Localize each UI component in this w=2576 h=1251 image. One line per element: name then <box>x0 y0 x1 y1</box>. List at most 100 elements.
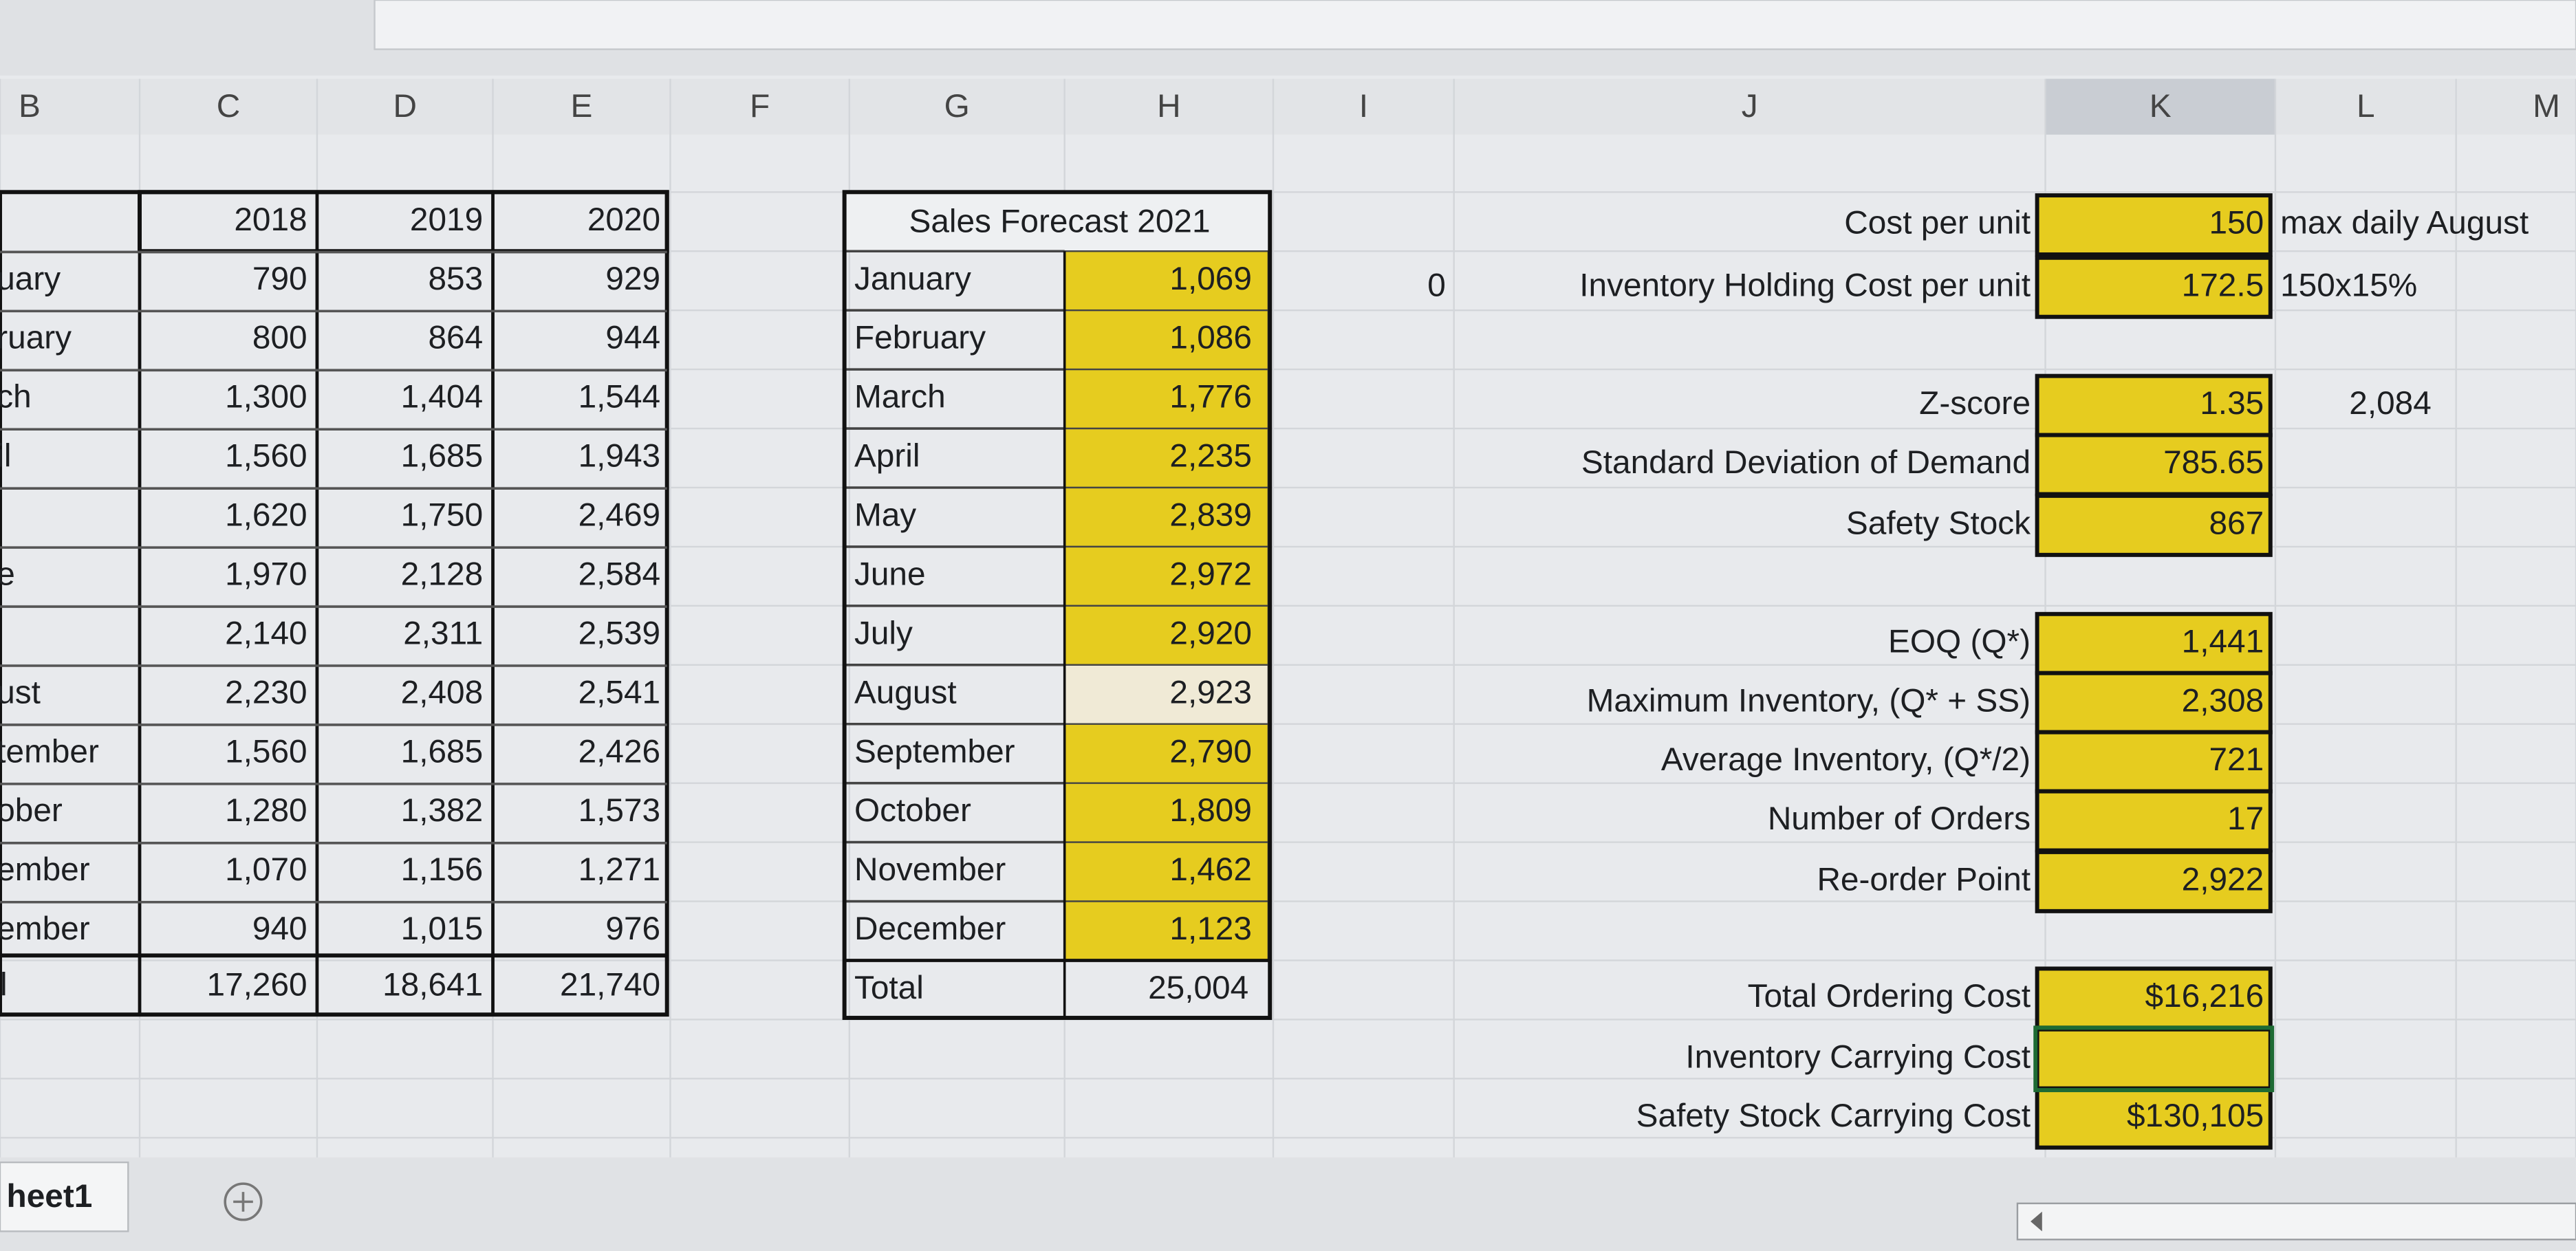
forecast-month: September <box>854 733 1015 770</box>
sales-value: 1,382 <box>401 792 484 829</box>
forecast-value: 2,235 <box>1169 438 1252 475</box>
forecast-month: April <box>854 438 920 475</box>
sales-value: 1,620 <box>225 497 307 534</box>
metric-value-cell <box>2035 730 2273 794</box>
forecast-month: March <box>854 379 946 415</box>
month-label: ember <box>0 911 90 947</box>
column-header: L <box>2357 88 2375 124</box>
forecast-total-value: 25,004 <box>1148 970 1248 1006</box>
sales-value: 1,560 <box>225 438 307 475</box>
scroll-left-arrow[interactable] <box>2031 1211 2042 1232</box>
sheet-tab-label: heet1 <box>7 1178 93 1215</box>
forecast-value: 2,920 <box>1169 615 1252 651</box>
metric-prefix: 0 <box>1427 267 1446 303</box>
metric-value-cell <box>2035 373 2273 437</box>
metric-value: 1.35 <box>2200 385 2264 422</box>
column-header: C <box>217 88 240 124</box>
forecast-value-cell <box>1063 309 1270 371</box>
forecast-value: 1,086 <box>1169 320 1252 356</box>
metric-label: Cost per unit <box>1844 205 2031 241</box>
sales-value: 790 <box>252 261 307 297</box>
sales-value: 1,544 <box>578 379 661 415</box>
forecast-value: 2,972 <box>1169 556 1252 593</box>
metric-value-cell <box>2035 193 2273 257</box>
sales-value: 976 <box>605 911 660 947</box>
year-header: 2020 <box>587 202 660 238</box>
sales-value: 1,573 <box>578 792 661 829</box>
forecast-value: 1,462 <box>1169 851 1252 888</box>
metric-label: Average Inventory, (Q*/2) <box>1661 741 2031 778</box>
sales-value: 2,584 <box>578 556 661 593</box>
sales-value: 2,311 <box>403 615 483 651</box>
month-label: tember <box>0 733 99 770</box>
add-sheet-icon <box>233 1192 253 1212</box>
forecast-month: October <box>854 792 971 829</box>
metric-label: Z-score <box>1919 385 2031 422</box>
month-label: ember <box>0 851 90 888</box>
metric-value: 2,922 <box>2182 862 2264 898</box>
month-label: ruary <box>0 320 72 356</box>
sales-value: 1,404 <box>401 379 484 415</box>
metric-label: EOQ (Q*) <box>1888 623 2031 660</box>
metric-note: 2,084 <box>2349 385 2432 422</box>
metric-label: Re-order Point <box>1817 862 2031 898</box>
metric-value: 150 <box>2209 205 2264 241</box>
sales-value: 2,539 <box>578 615 661 651</box>
sales-value: 1,970 <box>225 556 307 593</box>
formula-bar[interactable] <box>374 0 2576 50</box>
month-label: uary <box>0 261 61 297</box>
metric-value-cell <box>2035 789 2273 853</box>
metric-note: 150x15% <box>2280 267 2417 303</box>
sales-value: 1,280 <box>225 792 307 829</box>
total-value: 18,641 <box>382 966 483 1003</box>
sheet-tab[interactable] <box>0 1161 129 1232</box>
metric-note: max daily August <box>2280 205 2529 241</box>
forecast-title: Sales Forecast 2021 <box>909 203 1210 239</box>
metric-label: Safety Stock <box>1846 505 2031 542</box>
forecast-value-cell <box>1063 782 1270 843</box>
sales-value: 800 <box>252 320 307 356</box>
forecast-month: August <box>854 674 957 710</box>
column-header: G <box>944 88 970 124</box>
metric-label: Total Ordering Cost <box>1748 978 2031 1014</box>
sales-value: 1,300 <box>225 379 307 415</box>
forecast-month: February <box>854 320 986 356</box>
month-label: ober <box>0 792 63 829</box>
month-label: ch <box>0 379 32 415</box>
sales-value: 1,685 <box>401 438 484 475</box>
column-header: D <box>393 88 416 124</box>
total-value: 17,260 <box>207 966 307 1003</box>
forecast-value: 2,839 <box>1169 497 1252 534</box>
sales-value: 1,943 <box>578 438 661 475</box>
sales-value: 1,750 <box>401 497 484 534</box>
metric-value: 172.5 <box>2182 267 2264 303</box>
forecast-total-label: Total <box>854 970 924 1006</box>
metric-value-cell <box>2035 611 2273 675</box>
sales-value: 2,469 <box>578 497 661 534</box>
month-label: e <box>0 556 15 593</box>
metric-value-cell <box>2035 1086 2273 1150</box>
metric-label: Safety Stock Carrying Cost <box>1636 1098 2031 1134</box>
metric-value-cell <box>2035 671 2273 735</box>
add-sheet-button[interactable] <box>224 1182 263 1221</box>
metric-label: Maximum Inventory, (Q* + SS) <box>1587 682 2031 719</box>
sales-value: 944 <box>605 320 660 356</box>
column-header: F <box>750 88 770 124</box>
metric-value: 1,441 <box>2182 623 2264 660</box>
metric-value: $130,105 <box>2127 1098 2264 1134</box>
forecast-table-frame <box>842 190 1273 1021</box>
total-label: l <box>0 966 8 1003</box>
column-header: M <box>2533 88 2560 124</box>
month-label: il <box>0 438 11 475</box>
forecast-month: June <box>854 556 926 593</box>
sales-value: 864 <box>428 320 483 356</box>
active-cell <box>2033 1025 2275 1093</box>
horizontal-scrollbar[interactable] <box>2016 1202 2576 1241</box>
column-header: B <box>19 88 41 124</box>
forecast-value: 2,923 <box>1169 674 1252 710</box>
sales-value: 1,156 <box>401 851 484 888</box>
metric-value: 721 <box>2209 741 2264 778</box>
sales-value: 2,408 <box>401 674 484 710</box>
sales-value: 929 <box>605 261 660 297</box>
